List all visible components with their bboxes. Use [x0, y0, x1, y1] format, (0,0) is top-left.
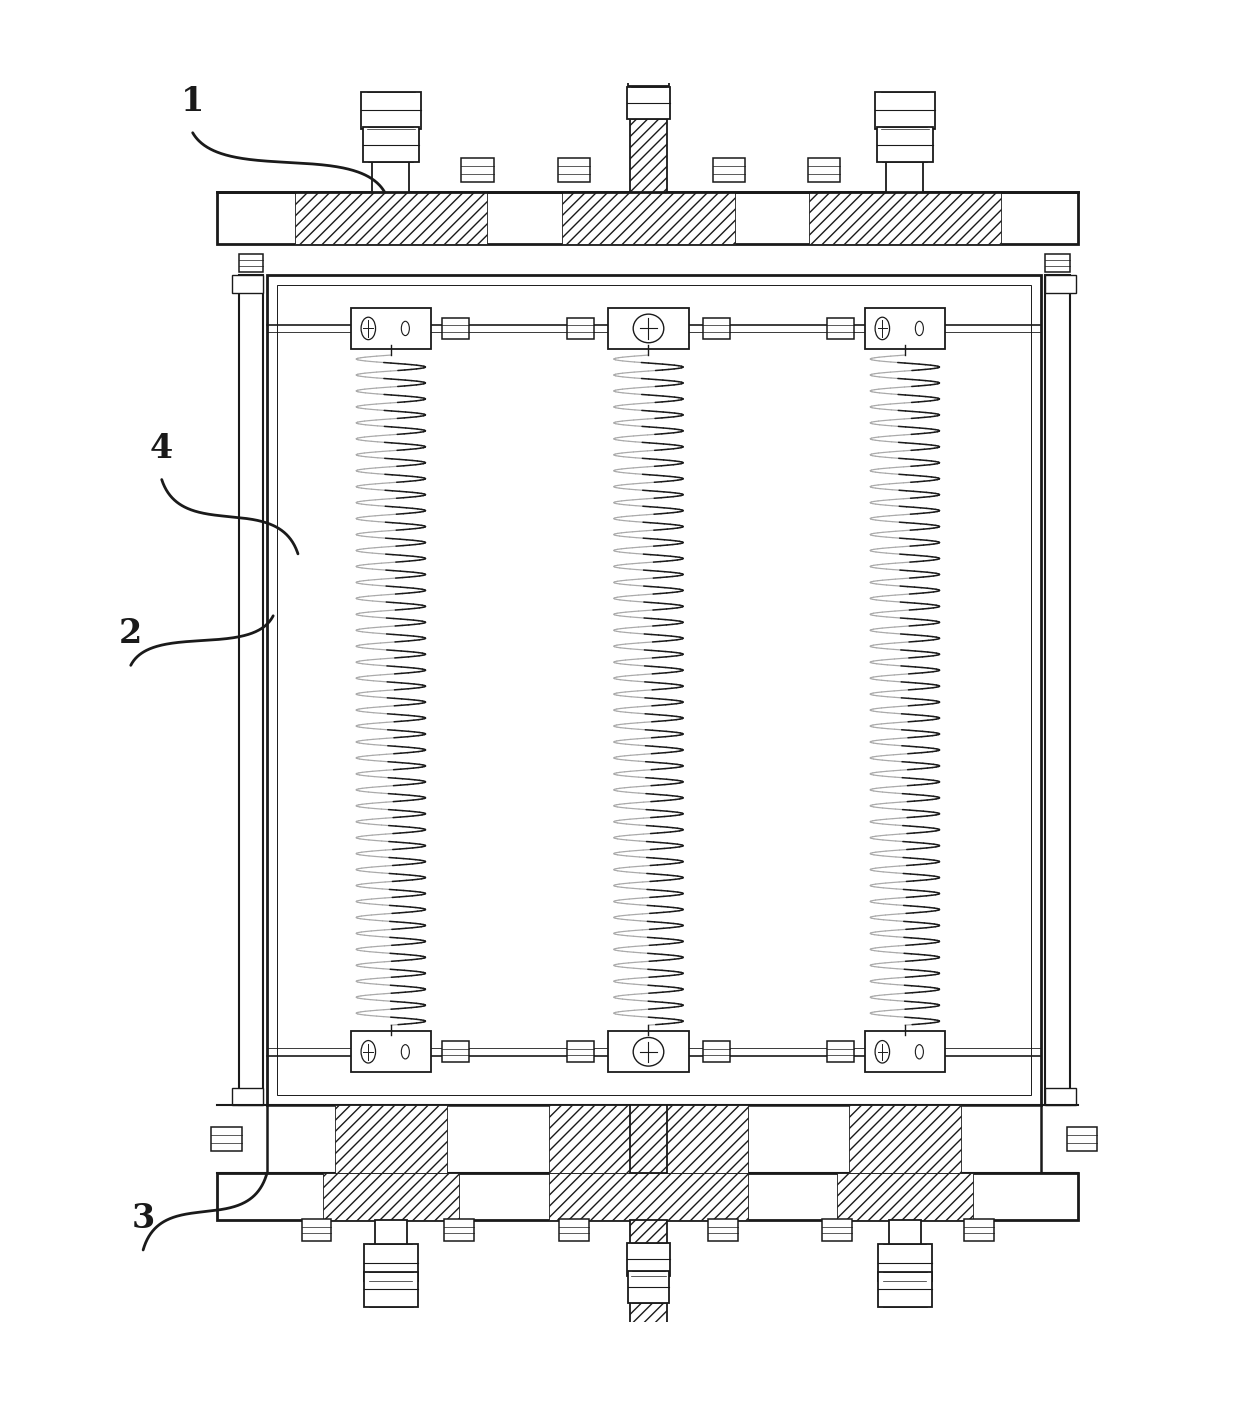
Bar	[1045, 275, 1070, 1106]
Bar	[365, 1243, 418, 1281]
Bar	[627, 1270, 670, 1304]
Bar	[441, 1041, 469, 1062]
Bar	[703, 318, 730, 339]
Bar	[322, 1173, 459, 1220]
Bar	[827, 318, 854, 339]
Bar	[335, 1106, 446, 1173]
Bar	[965, 1220, 994, 1241]
Ellipse shape	[915, 1045, 924, 1059]
Bar	[558, 157, 590, 183]
Bar	[878, 1243, 931, 1281]
Bar	[238, 275, 263, 1106]
Bar	[627, 55, 670, 86]
Bar	[562, 192, 735, 244]
Bar	[238, 253, 263, 273]
Bar	[217, 1173, 1079, 1220]
Bar	[1045, 275, 1076, 292]
Bar	[627, 1243, 670, 1276]
Bar	[630, 1106, 667, 1173]
Bar	[708, 1220, 738, 1241]
Ellipse shape	[875, 1041, 889, 1064]
Bar	[887, 96, 924, 192]
Bar	[864, 1031, 945, 1072]
Bar	[559, 1220, 589, 1241]
Bar	[627, 87, 670, 119]
Bar	[1045, 253, 1070, 273]
Bar	[808, 157, 841, 183]
Bar	[630, 1220, 667, 1349]
Bar	[267, 275, 1042, 1106]
Bar	[372, 96, 409, 192]
Bar	[703, 1041, 730, 1062]
Bar	[1045, 1087, 1076, 1106]
Ellipse shape	[875, 318, 889, 340]
Bar	[567, 1041, 594, 1062]
Bar	[877, 126, 934, 163]
Bar	[609, 1031, 688, 1072]
Bar	[827, 1041, 854, 1062]
Bar	[875, 91, 935, 129]
Bar	[444, 1220, 474, 1241]
Bar	[837, 1173, 973, 1220]
Bar	[808, 192, 1001, 244]
Bar	[461, 157, 494, 183]
Bar	[713, 157, 745, 183]
Bar	[864, 308, 945, 348]
Bar	[267, 1106, 1042, 1173]
Bar	[351, 308, 432, 348]
Ellipse shape	[402, 322, 409, 336]
Bar	[362, 126, 419, 163]
Bar	[295, 192, 487, 244]
Bar	[878, 1272, 932, 1307]
Ellipse shape	[634, 1037, 663, 1066]
Bar	[630, 44, 667, 192]
Bar	[374, 1220, 407, 1304]
Bar	[232, 1087, 263, 1106]
Text: 4: 4	[150, 431, 174, 465]
Bar	[1066, 1127, 1097, 1152]
Ellipse shape	[915, 322, 924, 336]
Bar	[549, 1106, 748, 1173]
Bar	[217, 192, 1079, 244]
Text: 1: 1	[181, 84, 205, 118]
Bar	[351, 1031, 432, 1072]
Bar	[849, 1106, 961, 1173]
Ellipse shape	[361, 318, 376, 340]
Bar	[889, 1220, 920, 1304]
Bar	[363, 1272, 418, 1307]
Bar	[301, 1220, 331, 1241]
Bar	[822, 1220, 852, 1241]
Ellipse shape	[634, 315, 663, 343]
Bar	[609, 308, 688, 348]
Ellipse shape	[402, 1045, 409, 1059]
Text: 3: 3	[131, 1203, 155, 1235]
Bar	[567, 318, 594, 339]
Text: 2: 2	[119, 617, 143, 651]
Ellipse shape	[361, 1041, 376, 1064]
Bar	[232, 275, 263, 292]
Bar	[211, 1127, 242, 1152]
Bar	[277, 285, 1032, 1094]
Bar	[361, 91, 420, 129]
Bar	[441, 318, 469, 339]
Bar	[549, 1173, 748, 1220]
